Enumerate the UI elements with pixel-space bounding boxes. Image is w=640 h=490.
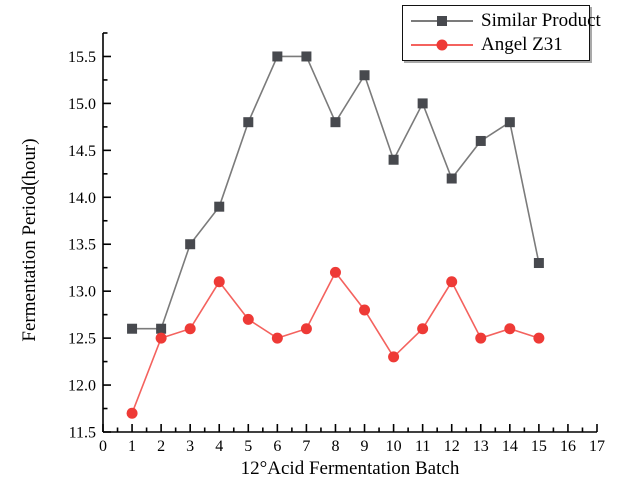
data-point-square [533, 258, 544, 269]
data-point-square [504, 117, 515, 128]
data-point-square [388, 154, 399, 165]
x-tick-label: 16 [560, 438, 576, 455]
data-point-circle [475, 332, 487, 344]
y-tick-label: 12.0 [68, 378, 96, 395]
y-tick-label: 14.5 [68, 143, 96, 160]
series-line-angel-z31 [131, 270, 540, 414]
x-tick-label: 3 [186, 438, 194, 455]
data-point-square [272, 51, 283, 62]
y-axis-title: Fermentation Period(hour) [19, 138, 40, 342]
data-point-circle [300, 323, 312, 335]
data-point-square [127, 323, 138, 334]
data-point-square [214, 201, 225, 212]
data-point-square [446, 173, 457, 184]
data-point-square [359, 70, 370, 81]
data-point-square [475, 135, 486, 146]
data-point-circle [242, 313, 254, 325]
data-point-circle [359, 304, 371, 316]
x-tick-label: 4 [215, 438, 223, 455]
data-point-square [243, 117, 254, 128]
legend-sample-line-1 [411, 38, 473, 52]
x-tick-label: 1 [128, 438, 136, 455]
data-point-square [330, 117, 341, 128]
x-tick-label: 17 [589, 438, 605, 455]
data-point-circle [213, 276, 225, 288]
x-tick-label: 0 [99, 438, 107, 455]
legend: Similar Product Angel Z31 [402, 5, 601, 61]
series-angel-z31 [126, 266, 545, 419]
data-point-circle [388, 351, 400, 363]
series-line-similar-product [132, 55, 540, 330]
y-tick-label: 15.5 [68, 49, 96, 66]
y-tick-label: 14.0 [68, 190, 96, 207]
y-tick-label: 12.5 [68, 331, 96, 348]
x-tick-label: 5 [244, 438, 252, 455]
x-tick-label: 12 [444, 438, 460, 455]
y-tick-label: 13.5 [68, 237, 96, 254]
data-point-circle [504, 323, 516, 335]
data-point-square [417, 98, 428, 109]
axes [102, 32, 598, 433]
legend-sample-line-0 [411, 14, 473, 28]
data-point-circle [155, 332, 167, 344]
data-point-circle [533, 332, 545, 344]
x-axis-title: 12°Acid Fermentation Batch [240, 458, 460, 479]
square-marker-icon [437, 15, 447, 26]
data-point-circle [329, 266, 341, 278]
x-tick-label: 13 [473, 438, 489, 455]
x-tick-label: 8 [331, 438, 339, 455]
y-tick-label: 15.0 [68, 96, 96, 113]
x-tick-label: 2 [157, 438, 165, 455]
data-point-circle [417, 323, 429, 335]
data-point-circle [446, 276, 458, 288]
circle-marker-icon [436, 39, 448, 51]
x-tick-label: 9 [361, 438, 369, 455]
legend-label-0: Similar Product [481, 9, 601, 31]
y-tick-label: 13.0 [68, 284, 96, 301]
x-tick-label: 6 [273, 438, 281, 455]
data-point-circle [184, 323, 196, 335]
data-point-circle [126, 407, 138, 419]
x-tick-label: 7 [302, 438, 310, 455]
data-point-square [185, 239, 196, 250]
data-point-square [156, 323, 167, 334]
x-tick-label: 11 [415, 438, 430, 455]
data-point-square [301, 51, 312, 62]
x-tick-label: 14 [502, 438, 518, 455]
x-tick-label: 15 [531, 438, 547, 455]
x-tick-label: 10 [386, 438, 402, 455]
series-similar-product [127, 51, 544, 334]
data-point-circle [271, 332, 283, 344]
legend-label-1: Angel Z31 [481, 34, 563, 56]
legend-item-similar-product: Similar Product [403, 9, 601, 33]
y-tick-label: 11.5 [69, 425, 96, 442]
legend-item-angel-z31: Angel Z31 [403, 33, 589, 57]
